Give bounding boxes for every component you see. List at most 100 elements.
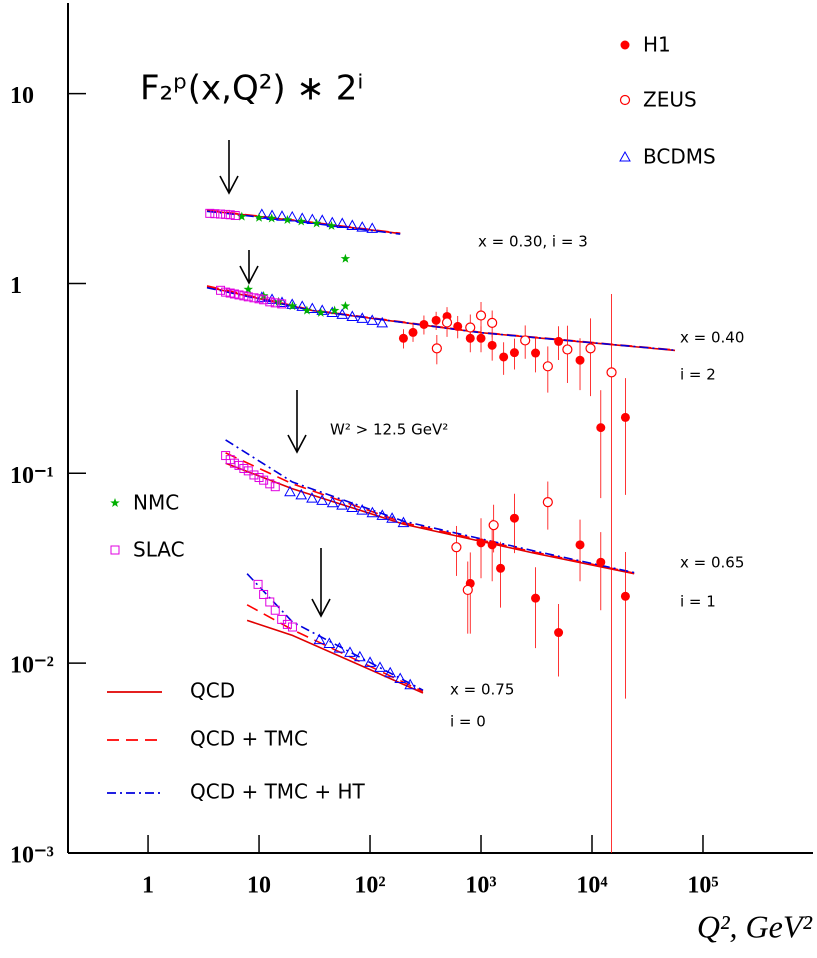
marker	[270, 605, 280, 615]
marker	[356, 504, 369, 515]
marker	[487, 317, 498, 328]
marker	[254, 473, 264, 483]
marker	[259, 589, 269, 599]
marker	[398, 333, 408, 343]
y-tick-label: 10⁻³	[10, 843, 54, 869]
marker	[316, 214, 329, 225]
marker	[404, 678, 417, 690]
marker	[265, 479, 275, 489]
marker	[531, 593, 541, 603]
marker	[596, 423, 606, 433]
marker	[487, 540, 497, 550]
marker	[620, 591, 630, 601]
fit-curve	[246, 604, 424, 693]
marker	[340, 253, 351, 263]
legend-label: ZEUS	[643, 88, 697, 112]
marker	[554, 628, 564, 638]
marker	[386, 512, 398, 523]
marker	[554, 336, 564, 346]
marker	[346, 310, 359, 321]
fit-curve	[225, 439, 635, 574]
marker	[575, 355, 585, 365]
marker	[221, 209, 231, 219]
marker	[110, 545, 120, 555]
marker	[277, 614, 287, 624]
marker	[295, 488, 308, 500]
fit-curve	[246, 619, 424, 694]
marker	[205, 208, 215, 218]
annotation: i = 1	[680, 593, 716, 611]
marker	[237, 211, 247, 221]
marker	[496, 563, 506, 573]
marker	[465, 322, 476, 333]
marker	[354, 650, 366, 662]
fit-curve	[206, 285, 676, 351]
marker	[311, 218, 322, 228]
marker	[234, 290, 244, 300]
marker	[306, 302, 319, 313]
marker	[499, 352, 509, 362]
marker	[431, 315, 441, 325]
marker	[287, 622, 297, 632]
annotation: x = 0.40	[680, 329, 744, 347]
marker	[326, 220, 337, 230]
marker	[596, 557, 606, 567]
marker	[346, 501, 358, 513]
marker	[265, 597, 275, 607]
arrow	[311, 548, 331, 618]
marker	[216, 209, 226, 219]
marker	[509, 348, 519, 358]
marker	[366, 506, 379, 518]
marker	[259, 295, 269, 305]
marker	[364, 656, 376, 667]
marker	[336, 499, 348, 510]
marker	[344, 646, 356, 657]
marker	[397, 516, 410, 528]
x-tick-label: 10³	[465, 873, 496, 899]
marker	[408, 327, 418, 337]
arrow	[287, 390, 307, 454]
legend-label: BCDMS	[643, 145, 716, 169]
marker	[270, 298, 280, 308]
marker	[476, 333, 486, 343]
marker	[306, 492, 318, 503]
marker	[475, 310, 487, 321]
marker	[366, 314, 379, 325]
marker	[476, 538, 486, 548]
marker	[419, 319, 429, 329]
marker	[277, 299, 287, 309]
marker	[562, 344, 573, 355]
marker	[441, 317, 453, 328]
marker	[282, 214, 293, 224]
legend-label: QCD + TMC + HT	[190, 780, 366, 804]
marker	[542, 497, 553, 508]
annotation: i = 0	[450, 713, 486, 731]
marker	[619, 150, 631, 162]
marker	[254, 212, 264, 222]
marker	[286, 210, 299, 222]
marker	[453, 321, 463, 331]
marker	[296, 216, 306, 226]
fit-curve	[206, 209, 401, 234]
formula-title: F₂ᵖ(x,Q²) ∗ 2ⁱ	[140, 69, 363, 109]
marker	[394, 672, 407, 684]
marker	[229, 289, 239, 299]
marker	[270, 482, 280, 492]
marker	[520, 335, 531, 346]
marker	[276, 210, 288, 221]
marker	[374, 661, 386, 672]
x-tick-label: 10²	[354, 873, 385, 899]
marker	[340, 301, 351, 311]
marker	[488, 520, 499, 531]
marker	[376, 316, 389, 328]
fit-curve	[225, 462, 635, 575]
marker	[462, 584, 473, 596]
marker	[282, 619, 292, 629]
annotation: x = 0.75	[450, 681, 514, 699]
y-tick-label: 1	[10, 273, 22, 299]
marker	[266, 213, 277, 223]
marker	[356, 312, 369, 323]
marker	[253, 579, 263, 589]
annotation: i = 2	[680, 366, 716, 384]
